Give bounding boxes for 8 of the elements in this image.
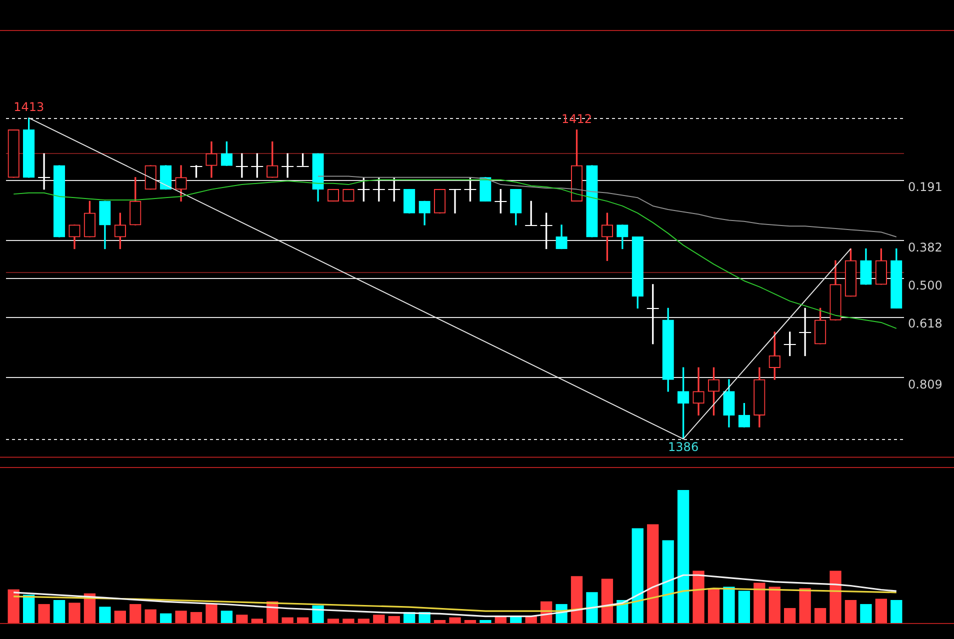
text: 0.191: [908, 180, 942, 194]
annotation: 1412: [561, 112, 592, 126]
text: 0.382: [908, 240, 942, 255]
annotation: 1413: [14, 100, 44, 114]
text: 0.618: [908, 316, 942, 331]
annotation: 1386: [668, 440, 699, 454]
text: 0.500: [908, 278, 942, 293]
text: 0.809: [908, 377, 942, 392]
